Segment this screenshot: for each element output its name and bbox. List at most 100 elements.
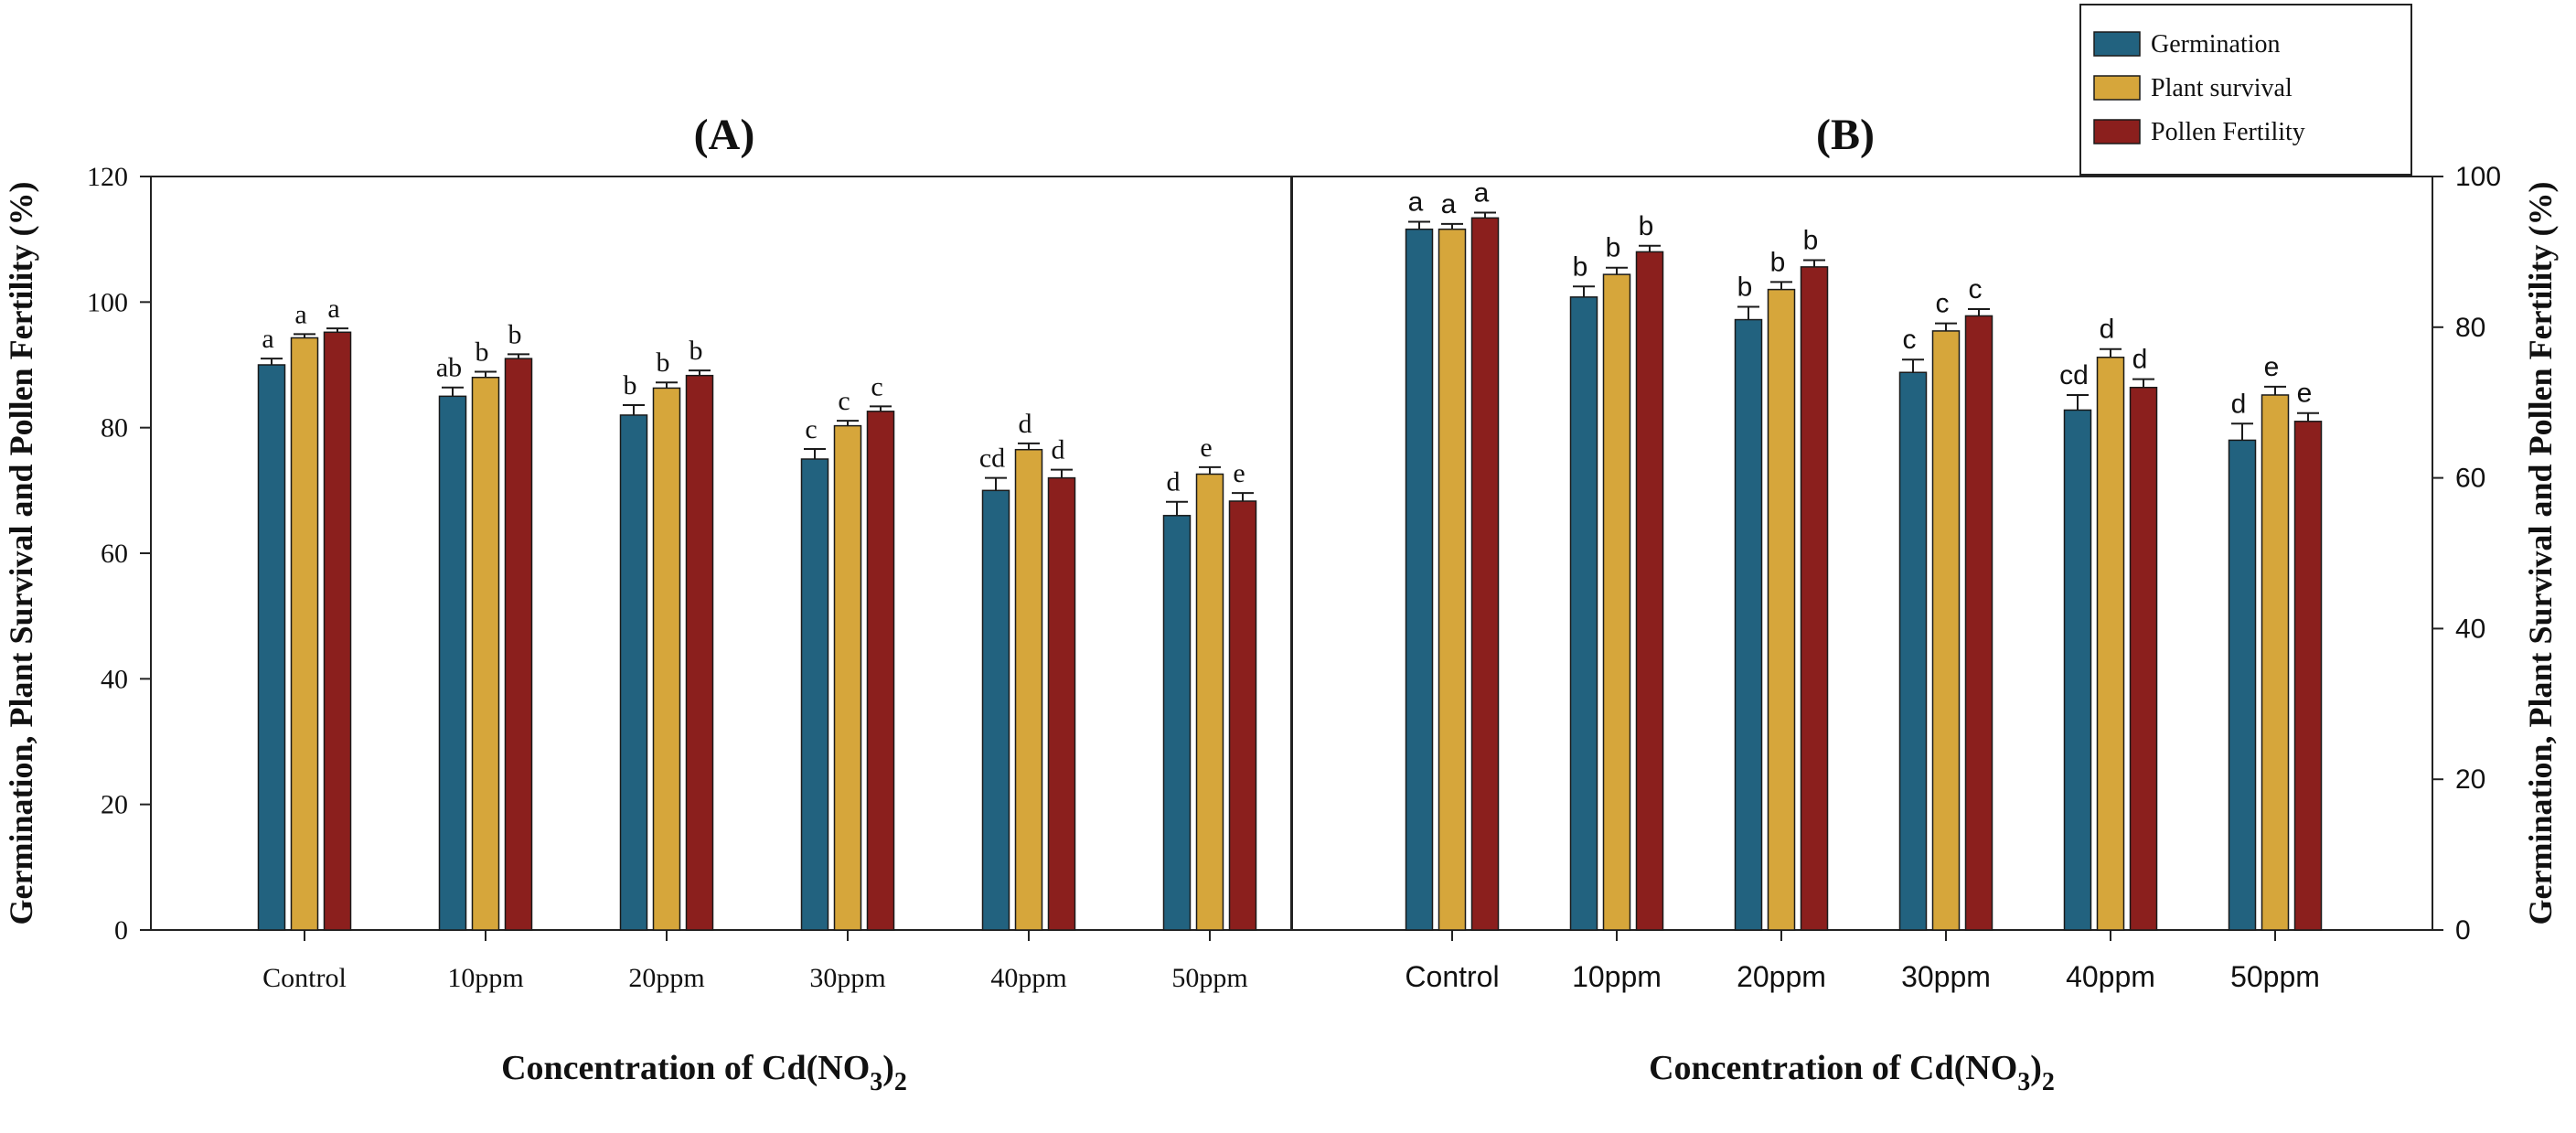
significance-letter: b — [1606, 233, 1621, 263]
significance-letter: e — [1200, 433, 1212, 463]
legend-swatch-pollen-fertility — [2093, 119, 2141, 144]
significance-letter: c — [805, 414, 817, 444]
bar-pollen-fertility-10ppm — [1635, 251, 1664, 931]
bar-germination-40ppm — [2063, 409, 2092, 931]
x-tick-label-10ppm: 10ppm — [447, 963, 523, 993]
bar-pollen-fertility-40ppm — [1047, 476, 1076, 931]
legend-label-germination: Germination — [2151, 30, 2281, 59]
bar-pollen-fertility-20ppm — [1800, 266, 1829, 931]
significance-letter: c — [1903, 325, 1917, 355]
significance-letter: d — [1052, 435, 1065, 465]
bar-pollen-fertility-control — [1470, 217, 1500, 931]
significance-letter: cd — [979, 444, 1005, 474]
significance-letter: b — [657, 347, 670, 378]
significance-letter: d — [2231, 389, 2247, 419]
bar-pollen-fertility-50ppm — [1228, 500, 1257, 931]
y-tick-label: 80 — [2455, 313, 2485, 343]
bar-germination-control — [1405, 228, 1434, 931]
y-tick-label: 0 — [2455, 915, 2471, 946]
significance-letter: a — [1441, 189, 1457, 219]
panel-b-x-axis-label: Concentration of Cd(NO3)2 — [1649, 1049, 2055, 1096]
bar-plant-survival-30ppm — [833, 424, 862, 931]
significance-letter: c — [838, 386, 850, 416]
y-tick-label: 100 — [2455, 162, 2501, 192]
y-tick-label: 20 — [2455, 764, 2485, 795]
x-tick-label-control: Control — [262, 963, 347, 993]
bar-plant-survival-30ppm — [1931, 330, 1961, 931]
panel-a-y-axis-label: Germination, Plant Survival and Pollen F… — [3, 182, 39, 925]
x-tick-label-30ppm: 30ppm — [1901, 960, 1991, 993]
y-tick-label: 120 — [87, 162, 128, 192]
significance-letter: b — [476, 337, 489, 368]
x-tick-label-50ppm: 50ppm — [2230, 960, 2320, 993]
legend-label-plant-survival: Plant survival — [2151, 74, 2293, 102]
bar-germination-50ppm — [1162, 515, 1192, 931]
significance-letter: a — [327, 294, 339, 324]
legend-swatch-plant-survival — [2093, 75, 2141, 101]
bar-germination-30ppm — [1898, 371, 1928, 931]
significance-letter: b — [689, 336, 703, 366]
y-tick-label: 60 — [2455, 464, 2485, 494]
significance-letter: d — [2100, 315, 2115, 345]
significance-letter: d — [2132, 345, 2148, 375]
panel-b-y-axis-label: Germination, Plant Survival and Pollen F… — [2522, 182, 2559, 925]
bar-plant-survival-20ppm — [652, 387, 681, 931]
bar-germination-control — [257, 364, 286, 931]
x-tick-label-20ppm: 20ppm — [1737, 960, 1826, 993]
panel-a-x-axis-label: Concentration of Cd(NO3)2 — [501, 1049, 907, 1096]
significance-letter: d — [1019, 409, 1032, 439]
panel-b-title: (B) — [1816, 111, 1875, 159]
x-tick-label-40ppm: 40ppm — [2066, 960, 2155, 993]
significance-letter: a — [294, 299, 306, 329]
x-tick-label-40ppm: 40ppm — [990, 963, 1066, 993]
bar-pollen-fertility-40ppm — [2129, 386, 2158, 931]
significance-letter: b — [624, 370, 637, 401]
x-tick-label-20ppm: 20ppm — [628, 963, 704, 993]
significance-letter: e — [2297, 379, 2313, 409]
bar-pollen-fertility-control — [323, 331, 352, 931]
legend-items: Germination Plant survival Pollen Fertilit… — [2093, 30, 2305, 146]
y-tick-label: 40 — [101, 664, 128, 694]
significance-letter: cd — [2059, 360, 2089, 390]
significance-letter: b — [1737, 273, 1753, 303]
significance-letter: c — [1969, 274, 1983, 305]
legend-swatch-germination — [2093, 31, 2141, 57]
significance-letter: c — [871, 371, 882, 401]
bar-plant-survival-50ppm — [1195, 473, 1224, 931]
panel-b: (B) Germination, Plant Survival and Poll… — [1290, 111, 2559, 1096]
bar-pollen-fertility-20ppm — [685, 374, 714, 931]
bar-germination-20ppm — [619, 414, 648, 931]
bar-pollen-fertility-30ppm — [1964, 315, 1993, 931]
bar-plant-survival-10ppm — [471, 376, 500, 931]
panel-a: (A) Germination, Plant Survival and Poll… — [3, 111, 1293, 1096]
bar-plant-survival-50ppm — [2261, 394, 2290, 931]
significance-letter: c — [1936, 289, 1950, 319]
bar-germination-30ppm — [800, 458, 829, 931]
bar-plant-survival-10ppm — [1602, 273, 1631, 931]
panel-b-frame — [1290, 176, 2433, 931]
significance-letter: b — [508, 319, 522, 349]
bar-plant-survival-control — [290, 337, 319, 931]
significance-letter: e — [2264, 352, 2280, 382]
significance-letter: b — [1573, 251, 1588, 282]
significance-letter: d — [1167, 467, 1181, 497]
bar-germination-10ppm — [1569, 296, 1598, 931]
significance-letter: a — [262, 324, 273, 354]
significance-letter: a — [1474, 178, 1490, 208]
significance-letter: b — [1803, 225, 1819, 255]
y-tick-label: 0 — [114, 915, 128, 946]
bar-germination-40ppm — [981, 489, 1010, 931]
significance-letter: e — [1233, 458, 1245, 488]
bar-germination-10ppm — [438, 395, 467, 931]
bar-pollen-fertility-50ppm — [2293, 421, 2323, 931]
bar-pollen-fertility-30ppm — [866, 411, 895, 931]
x-tick-label-30ppm: 30ppm — [809, 963, 885, 993]
bar-pollen-fertility-10ppm — [504, 358, 533, 931]
bar-germination-20ppm — [1734, 318, 1763, 931]
significance-letter: b — [1639, 211, 1654, 241]
significance-letter: ab — [436, 353, 462, 383]
legend: Germination Plant survival Pollen Fertilit… — [2079, 4, 2412, 176]
